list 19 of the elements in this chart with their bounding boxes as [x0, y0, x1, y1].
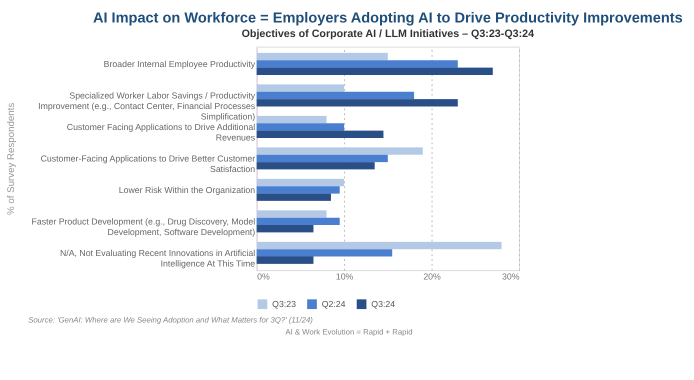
- legend-label: Q3:23: [272, 299, 296, 310]
- y-tick-label: Lower Risk Within the Organization: [118, 184, 256, 195]
- y-axis-title: % of Survey Respondents: [6, 102, 18, 215]
- x-tick-label: 0%: [257, 271, 270, 282]
- text: AI & Work Evolution = Rapid + Rapid: [285, 327, 413, 336]
- y-tick-label: Customer-Facing Applications to Drive Better Customer Satisfaction: [40, 153, 256, 174]
- chart-subtitle: Objectives of Corporate AI / LLM Initiatives – Q3:23-Q3:24: [242, 28, 534, 40]
- y-tick-label: Broader Internal Employee Productivity: [104, 58, 256, 69]
- legend-label: Q2:24: [322, 299, 346, 310]
- x-tick-label: 10%: [336, 271, 354, 282]
- chart-title: AI Impact on Workforce = Employers Adopting AI to Drive Productivity Improvements: [92, 10, 683, 26]
- y-tick-label: Specialized Worker Labor Savings / Productivity Improvement (e.g., Contact Center, Financial Processes Simplification): [38, 90, 256, 122]
- y-tick-label: N/A, Not Evaluating Recent Innovations in Artificial Intelligence At This Time: [60, 248, 256, 268]
- x-tick-label: 20%: [423, 271, 442, 282]
- source-note: Source: 'GenAI: Where are We Seeing Adoption and What Matters for 3Q?' (11/24): [28, 316, 314, 325]
- x-tick-label: 30%: [502, 271, 520, 282]
- y-tick-label: Faster Product Development (e.g., Drug Discovery, Model Development, Software Development): [32, 216, 256, 237]
- y-tick-label: Customer Facing Applications to Drive Additional Revenues: [66, 122, 256, 143]
- legend-label: Q3:24: [371, 299, 396, 310]
